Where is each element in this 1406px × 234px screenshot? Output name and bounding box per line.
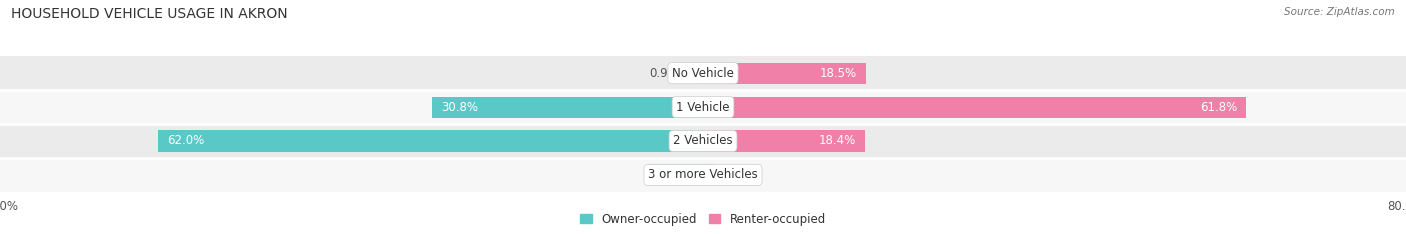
Bar bbox=[703, 63, 866, 84]
Bar bbox=[648, 165, 703, 185]
Text: 6.3%: 6.3% bbox=[657, 168, 686, 181]
Bar bbox=[0, 90, 1406, 124]
Text: Source: ZipAtlas.com: Source: ZipAtlas.com bbox=[1284, 7, 1395, 17]
Bar bbox=[695, 63, 703, 84]
Text: 0.92%: 0.92% bbox=[650, 67, 686, 80]
Bar bbox=[703, 97, 1246, 117]
Text: No Vehicle: No Vehicle bbox=[672, 67, 734, 80]
Bar bbox=[433, 97, 703, 117]
Text: 1 Vehicle: 1 Vehicle bbox=[676, 101, 730, 113]
Bar bbox=[0, 158, 1406, 192]
Text: 18.4%: 18.4% bbox=[818, 135, 856, 147]
Bar bbox=[159, 131, 703, 151]
Text: 18.5%: 18.5% bbox=[820, 67, 856, 80]
Text: 62.0%: 62.0% bbox=[167, 135, 204, 147]
Text: 61.8%: 61.8% bbox=[1201, 101, 1237, 113]
Text: 3 or more Vehicles: 3 or more Vehicles bbox=[648, 168, 758, 181]
Bar bbox=[703, 165, 714, 185]
Text: 2 Vehicles: 2 Vehicles bbox=[673, 135, 733, 147]
Bar bbox=[703, 131, 865, 151]
Legend: Owner-occupied, Renter-occupied: Owner-occupied, Renter-occupied bbox=[579, 213, 827, 226]
Text: 30.8%: 30.8% bbox=[441, 101, 478, 113]
Text: HOUSEHOLD VEHICLE USAGE IN AKRON: HOUSEHOLD VEHICLE USAGE IN AKRON bbox=[11, 7, 288, 21]
Bar bbox=[0, 124, 1406, 158]
Bar bbox=[0, 56, 1406, 90]
Text: 1.3%: 1.3% bbox=[723, 168, 754, 181]
